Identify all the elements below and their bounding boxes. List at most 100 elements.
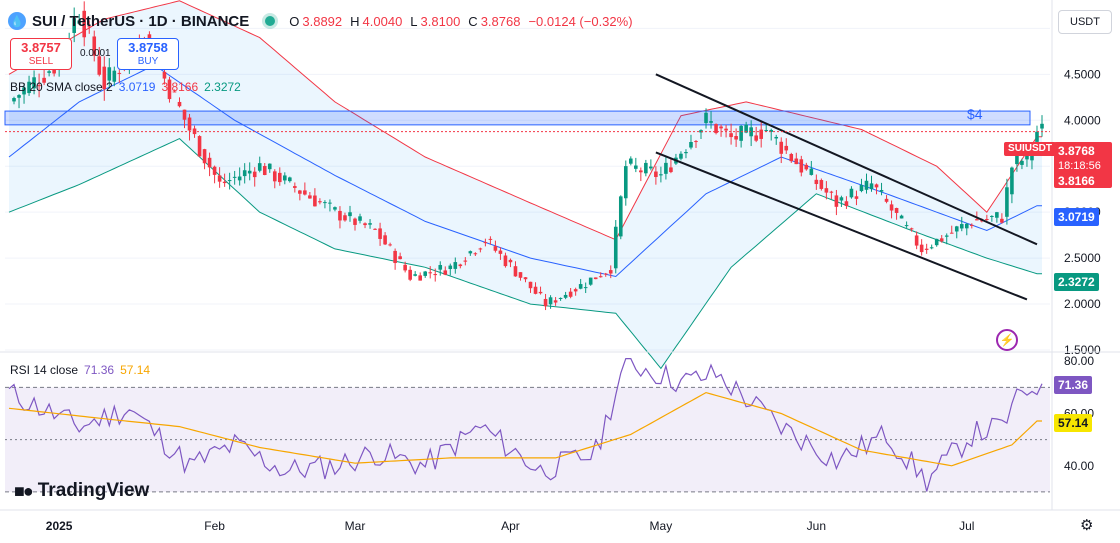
candle-body bbox=[353, 218, 357, 225]
candle-body bbox=[578, 284, 583, 289]
candle-body bbox=[237, 176, 242, 181]
rsi-ma-line bbox=[8, 391, 1042, 467]
candle bbox=[859, 178, 864, 193]
candle bbox=[237, 167, 242, 186]
candle bbox=[298, 189, 302, 201]
candle bbox=[22, 84, 26, 104]
bb-upper-value: 3.8166 bbox=[161, 80, 199, 94]
candle-body bbox=[995, 212, 999, 218]
candle-body bbox=[473, 253, 478, 255]
buy-button[interactable]: 3.8758 BUY bbox=[117, 38, 179, 70]
market-open-dot-icon bbox=[265, 16, 276, 26]
candle-body bbox=[1040, 123, 1044, 129]
settings-gear-icon[interactable]: ⚙ bbox=[1080, 517, 1094, 534]
low-label: L bbox=[410, 13, 418, 29]
price-annotation[interactable]: $4 bbox=[967, 106, 983, 122]
candle-body bbox=[167, 79, 172, 100]
candle bbox=[889, 200, 894, 219]
candle bbox=[378, 222, 382, 246]
candle-body bbox=[709, 121, 713, 123]
symbol-title[interactable]: SUI / TetherUS · 1D · BINANCE bbox=[32, 12, 250, 30]
candle bbox=[919, 239, 924, 256]
candle bbox=[739, 124, 743, 148]
candle bbox=[769, 128, 774, 141]
rsi-legend[interactable]: RSI 14 close 71.36 57.14 bbox=[10, 363, 150, 377]
sell-button[interactable]: 3.8757 SELL bbox=[10, 38, 72, 70]
bar-countdown: 18:18:56 bbox=[1058, 160, 1101, 172]
candle-body bbox=[348, 212, 352, 217]
candle bbox=[508, 258, 513, 268]
candle-body bbox=[704, 112, 708, 124]
candle-body bbox=[864, 180, 869, 190]
candle bbox=[734, 128, 738, 147]
candle bbox=[333, 206, 337, 212]
candle bbox=[17, 94, 21, 109]
candle bbox=[107, 58, 112, 89]
rsi-value-tag: 71.36 bbox=[1054, 376, 1093, 394]
spread-value: 0.0001 bbox=[80, 48, 111, 59]
rsi-line bbox=[8, 358, 1043, 492]
candle bbox=[187, 113, 192, 141]
candle-body bbox=[639, 170, 643, 173]
candle-body bbox=[954, 226, 959, 232]
candle-body bbox=[1020, 160, 1024, 165]
time-axis-tick: 2025 bbox=[46, 519, 73, 533]
candle bbox=[749, 120, 753, 147]
candle-body bbox=[794, 158, 799, 165]
price-axis-tick: 4.5000 bbox=[1064, 67, 1101, 81]
candle-body bbox=[47, 71, 51, 73]
candle-body bbox=[598, 276, 603, 278]
candle-body bbox=[764, 130, 768, 132]
candle bbox=[267, 163, 272, 173]
candle bbox=[618, 195, 623, 240]
candle bbox=[814, 174, 819, 190]
candle-body bbox=[378, 228, 382, 239]
candle bbox=[463, 257, 468, 266]
candle-body bbox=[17, 95, 21, 98]
candle-body bbox=[12, 98, 16, 102]
currency-selector[interactable]: USDT bbox=[1058, 10, 1112, 34]
candle bbox=[629, 156, 633, 166]
candle bbox=[202, 148, 207, 170]
candle-body bbox=[1005, 187, 1009, 217]
candle-body bbox=[252, 171, 257, 178]
candle bbox=[949, 225, 954, 234]
bb-legend[interactable]: BB 20 SMA close 2 3.0719 3.8166 2.3272 bbox=[10, 80, 241, 94]
candle bbox=[488, 236, 493, 245]
candle bbox=[222, 173, 227, 187]
candle-body bbox=[172, 91, 177, 93]
rsi-ma-tag: 57.14 bbox=[1054, 414, 1093, 432]
candle-body bbox=[267, 163, 272, 170]
candle bbox=[27, 75, 31, 96]
channel-lower-line bbox=[655, 151, 1028, 301]
candle-body bbox=[82, 10, 87, 38]
candle-body bbox=[413, 274, 417, 276]
candle-body bbox=[448, 265, 453, 270]
candle bbox=[97, 46, 102, 77]
tradingview-logo[interactable]: ■● TradingView bbox=[14, 480, 149, 502]
candle-body bbox=[608, 270, 613, 274]
candle bbox=[985, 214, 989, 221]
candle-body bbox=[112, 70, 117, 82]
candle-body bbox=[433, 274, 438, 276]
lightning-icon[interactable]: ⚡ bbox=[996, 329, 1018, 351]
candle bbox=[804, 162, 809, 171]
candle bbox=[197, 135, 202, 158]
candle bbox=[313, 188, 317, 207]
candle-body bbox=[478, 248, 483, 250]
candle bbox=[849, 186, 854, 199]
price-axis-tick: 1.5000 bbox=[1064, 343, 1101, 357]
candle bbox=[513, 261, 518, 277]
candle-body bbox=[443, 270, 448, 275]
candle-body bbox=[964, 223, 969, 229]
buy-price: 3.8758 bbox=[128, 40, 168, 55]
sui-logo-icon: 💧 bbox=[8, 12, 26, 30]
bb-basis-tag: 3.0719 bbox=[1054, 208, 1099, 226]
candle bbox=[102, 56, 107, 101]
candle bbox=[493, 240, 498, 253]
candle-body bbox=[975, 219, 979, 221]
candle bbox=[969, 223, 974, 229]
candle bbox=[1010, 166, 1014, 204]
candle-body bbox=[27, 81, 31, 94]
